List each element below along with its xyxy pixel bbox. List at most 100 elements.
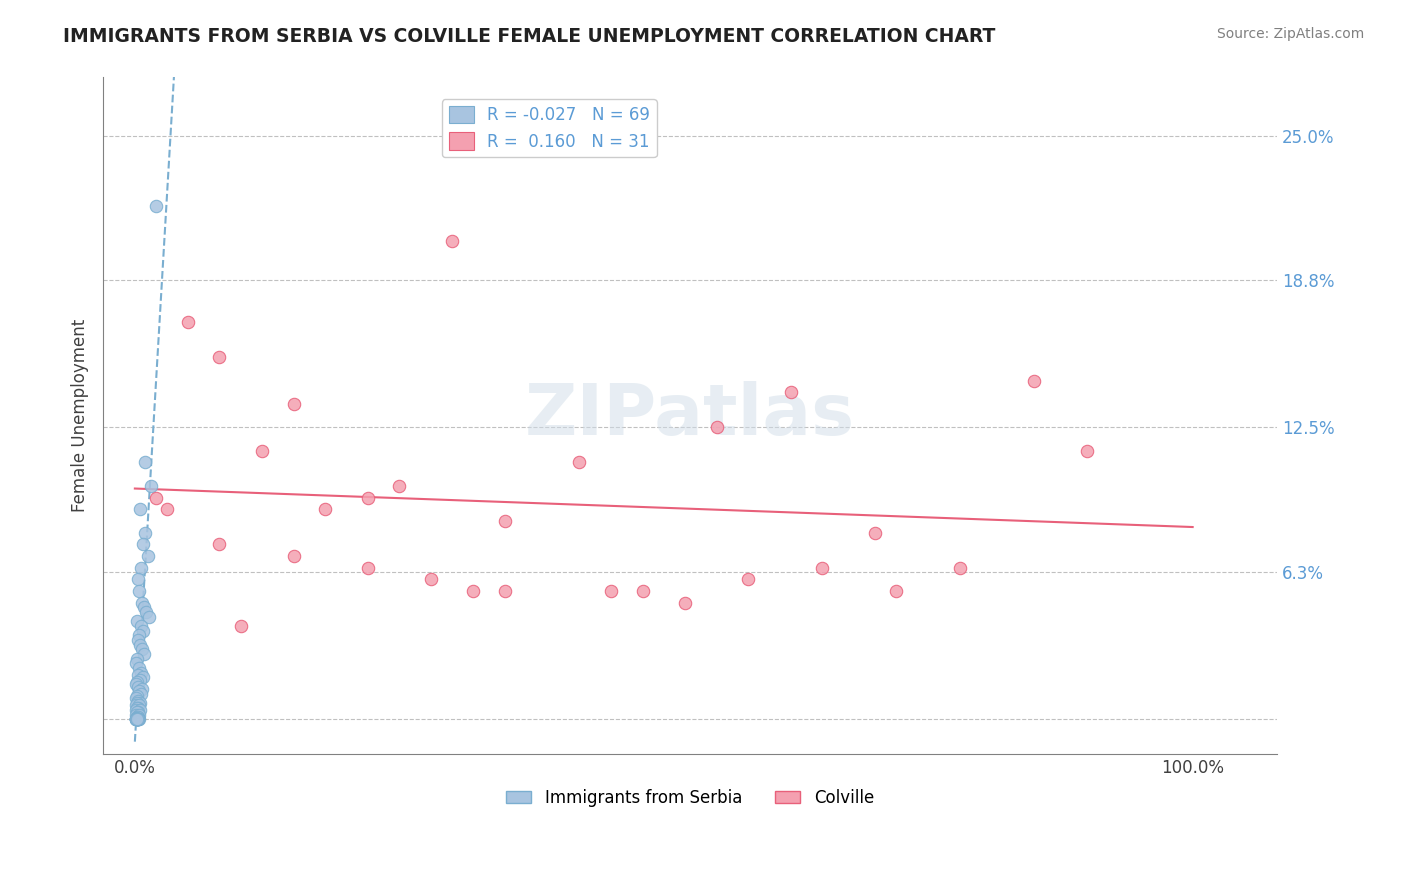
Point xyxy=(134,455,156,469)
Point xyxy=(125,707,148,722)
Point xyxy=(129,638,152,652)
Point xyxy=(631,583,654,598)
Point xyxy=(127,572,149,586)
Point xyxy=(568,455,591,469)
Point xyxy=(125,712,148,726)
Point xyxy=(125,712,148,726)
Point xyxy=(283,397,305,411)
Point xyxy=(127,712,149,726)
Point xyxy=(599,583,621,598)
Point xyxy=(125,710,148,724)
Point xyxy=(420,572,443,586)
Point xyxy=(125,712,148,726)
Point xyxy=(129,502,152,516)
Point xyxy=(131,595,153,609)
Point xyxy=(125,677,148,691)
Point xyxy=(125,656,148,670)
Text: ZIPatlas: ZIPatlas xyxy=(524,381,855,450)
Point xyxy=(388,479,411,493)
Point xyxy=(811,560,834,574)
Point xyxy=(128,628,150,642)
Point xyxy=(125,696,148,710)
Point xyxy=(463,583,485,598)
Point xyxy=(127,705,149,719)
Point xyxy=(128,583,150,598)
Point xyxy=(127,710,149,724)
Point xyxy=(129,665,152,680)
Point xyxy=(125,703,148,717)
Y-axis label: Female Unemployment: Female Unemployment xyxy=(72,319,89,512)
Point xyxy=(314,502,336,516)
Point xyxy=(125,614,148,628)
Point xyxy=(135,605,157,619)
Point xyxy=(177,316,200,330)
Point xyxy=(1076,443,1098,458)
Point xyxy=(125,651,148,665)
Point xyxy=(125,712,148,726)
Point xyxy=(129,619,152,633)
Point xyxy=(131,642,153,657)
Point xyxy=(706,420,728,434)
Point xyxy=(128,712,150,726)
Point xyxy=(139,479,162,493)
Point xyxy=(155,502,177,516)
Point xyxy=(132,670,155,684)
Point xyxy=(125,700,148,714)
Point xyxy=(779,385,801,400)
Point xyxy=(127,712,149,726)
Point xyxy=(136,549,159,563)
Point xyxy=(127,693,149,707)
Point xyxy=(129,560,152,574)
Point xyxy=(131,681,153,696)
Point xyxy=(129,673,152,687)
Point xyxy=(145,199,167,213)
Point xyxy=(127,680,149,694)
Point xyxy=(673,595,696,609)
Point xyxy=(125,712,148,726)
Point xyxy=(865,525,887,540)
Point xyxy=(494,514,516,528)
Point xyxy=(494,583,516,598)
Point xyxy=(128,698,150,713)
Point xyxy=(125,691,148,706)
Point xyxy=(356,560,378,574)
Point xyxy=(127,632,149,647)
Point xyxy=(128,707,150,722)
Point xyxy=(128,661,150,675)
Point xyxy=(127,712,149,726)
Point xyxy=(441,234,464,248)
Text: IMMIGRANTS FROM SERBIA VS COLVILLE FEMALE UNEMPLOYMENT CORRELATION CHART: IMMIGRANTS FROM SERBIA VS COLVILLE FEMAL… xyxy=(63,27,995,45)
Point xyxy=(356,491,378,505)
Point xyxy=(125,712,148,726)
Point xyxy=(125,712,148,726)
Point xyxy=(125,712,148,726)
Point xyxy=(125,712,148,726)
Legend: Immigrants from Serbia, Colville: Immigrants from Serbia, Colville xyxy=(499,782,880,814)
Point xyxy=(208,537,231,551)
Point xyxy=(129,703,152,717)
Point xyxy=(949,560,972,574)
Point xyxy=(134,600,156,615)
Point xyxy=(229,619,252,633)
Point xyxy=(125,712,148,726)
Point xyxy=(132,624,155,638)
Point xyxy=(886,583,908,598)
Point xyxy=(134,647,156,661)
Point xyxy=(132,537,155,551)
Point xyxy=(125,698,148,713)
Point xyxy=(1022,374,1045,388)
Point xyxy=(145,491,167,505)
Point xyxy=(208,351,231,365)
Point xyxy=(125,712,148,726)
Point xyxy=(128,684,150,698)
Point xyxy=(125,674,148,689)
Point xyxy=(129,687,152,701)
Point xyxy=(127,712,149,726)
Point xyxy=(127,700,149,714)
Point xyxy=(250,443,273,458)
Point xyxy=(134,525,156,540)
Point xyxy=(283,549,305,563)
Point xyxy=(129,696,152,710)
Point xyxy=(737,572,759,586)
Point xyxy=(125,689,148,703)
